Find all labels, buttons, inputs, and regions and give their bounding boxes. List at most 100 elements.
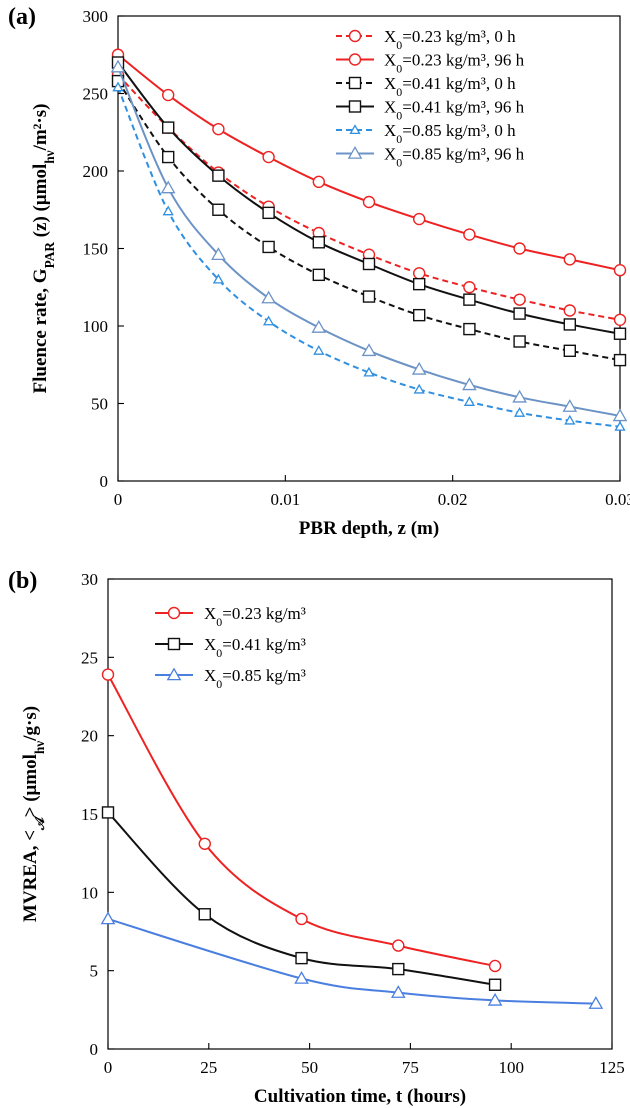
- data-point: [160, 180, 176, 194]
- y-tick-label: 300: [83, 7, 109, 26]
- data-point: [361, 343, 377, 357]
- legend-label: X0=0.23 kg/m³, 0 h: [384, 27, 516, 52]
- legend-marker: [348, 100, 362, 113]
- series-5: [112, 81, 626, 431]
- y-tick-label: 150: [83, 240, 109, 259]
- data-point: [513, 242, 526, 255]
- data-point: [212, 169, 225, 182]
- data-point: [362, 257, 376, 271]
- x-tick-label: 0: [114, 490, 123, 509]
- data-point: [563, 304, 576, 317]
- series-line: [117, 80, 621, 362]
- y-tick-label: 20: [81, 727, 98, 746]
- y-tick-label: 0: [90, 1040, 99, 1059]
- legend-label: X0=0.85 kg/m³: [204, 666, 306, 691]
- data-point: [463, 293, 476, 306]
- data-point: [198, 837, 211, 850]
- data-point: [463, 281, 476, 294]
- legend-entry: X0=0.23 kg/m³, 96 h: [336, 51, 525, 76]
- y-tick-label: 15: [81, 805, 98, 824]
- data-point: [262, 150, 275, 164]
- x-axis-label: PBR depth, z (m): [299, 518, 439, 539]
- series-line: [117, 86, 621, 428]
- data-point: [212, 273, 225, 284]
- data-point: [212, 203, 225, 216]
- data-point: [295, 912, 308, 926]
- data-point: [262, 240, 275, 254]
- series-6: [110, 59, 628, 422]
- data-point: [513, 307, 526, 320]
- data-point: [294, 970, 309, 984]
- data-point: [512, 389, 527, 403]
- legend-marker: [167, 637, 181, 651]
- data-point: [562, 399, 578, 412]
- data-point: [161, 88, 175, 102]
- data-point: [488, 978, 502, 991]
- data-point: [312, 175, 325, 189]
- legend-entry: X0=0.85 kg/m³: [155, 666, 306, 691]
- legend-label: X0=0.23 kg/m³, 96 h: [384, 51, 525, 76]
- legend-label: X0=0.85 kg/m³, 96 h: [384, 145, 525, 170]
- legend-label: X0=0.41 kg/m³, 0 h: [384, 74, 516, 99]
- y-tick-label: 250: [83, 85, 109, 104]
- data-point: [488, 959, 502, 973]
- y-tick-label: 100: [83, 317, 109, 336]
- data-point: [313, 344, 325, 355]
- data-point: [563, 344, 576, 357]
- x-tick-label: 0.03: [605, 490, 630, 509]
- data-point: [312, 268, 325, 282]
- legend-entry: X0=0.85 kg/m³, 0 h: [336, 121, 516, 146]
- x-tick-label: 0.02: [438, 490, 468, 509]
- data-point: [362, 195, 376, 209]
- panel-label: (b): [8, 568, 37, 594]
- legend-label: X0=0.85 kg/m³, 0 h: [384, 121, 516, 146]
- x-axis-label: Cultivation time, t (hours): [254, 1086, 466, 1107]
- legend-marker: [348, 53, 362, 66]
- y-tick-label: 0: [100, 472, 109, 491]
- data-point: [262, 315, 275, 326]
- data-point: [614, 420, 626, 431]
- panel-b: (b) 0 5 10 15 20 25 30 0 25 50 75 100 125 Cultivation …: [8, 568, 625, 1107]
- x-tick-label: 0: [104, 1058, 113, 1077]
- legend-entry: X0=0.41 kg/m³, 0 h: [336, 74, 516, 99]
- data-point: [613, 264, 627, 277]
- data-point: [162, 205, 174, 216]
- legend-entry: X0=0.23 kg/m³: [155, 604, 306, 629]
- legend-entry: X0=0.41 kg/m³: [155, 635, 306, 660]
- data-point: [363, 366, 375, 377]
- legend-entry: X0=0.85 kg/m³, 96 h: [336, 145, 525, 170]
- data-point: [198, 908, 211, 921]
- data-point: [563, 253, 576, 266]
- legend-entry: X0=0.41 kg/m³, 96 h: [336, 98, 525, 123]
- legend-label: X0=0.41 kg/m³: [204, 635, 306, 660]
- data-point: [261, 290, 276, 304]
- data-point: [390, 985, 406, 998]
- x-tick-label: 50: [301, 1058, 318, 1077]
- legend-label: X0=0.23 kg/m³: [204, 604, 306, 629]
- data-point: [588, 996, 604, 1009]
- x-tick-label: 75: [402, 1058, 419, 1077]
- legend-marker: [349, 124, 361, 135]
- data-point: [100, 911, 116, 925]
- panel-a: (a) 0 50 100 150 200 250 300 0 0.01 0.02 0.03 PBR de…: [8, 4, 630, 539]
- y-tick-label: 30: [81, 570, 98, 589]
- data-point: [513, 406, 526, 417]
- series-line: [107, 918, 596, 1005]
- series-line: [117, 53, 621, 272]
- x-tick-label: 25: [200, 1058, 217, 1077]
- y-tick-label: 10: [81, 883, 98, 902]
- legend-marker: [347, 145, 363, 159]
- data-point: [463, 228, 476, 241]
- legend-label: X0=0.41 kg/m³, 96 h: [384, 98, 525, 123]
- y-tick-label: 50: [91, 395, 108, 414]
- x-tick-label: 0.01: [270, 490, 300, 509]
- series-3: [100, 911, 604, 1009]
- data-point: [463, 396, 476, 406]
- data-point: [311, 320, 327, 333]
- data-point: [513, 335, 526, 348]
- legend-marker: [348, 76, 362, 90]
- data-point: [413, 383, 425, 394]
- data-point: [295, 951, 308, 965]
- series-line: [117, 66, 621, 417]
